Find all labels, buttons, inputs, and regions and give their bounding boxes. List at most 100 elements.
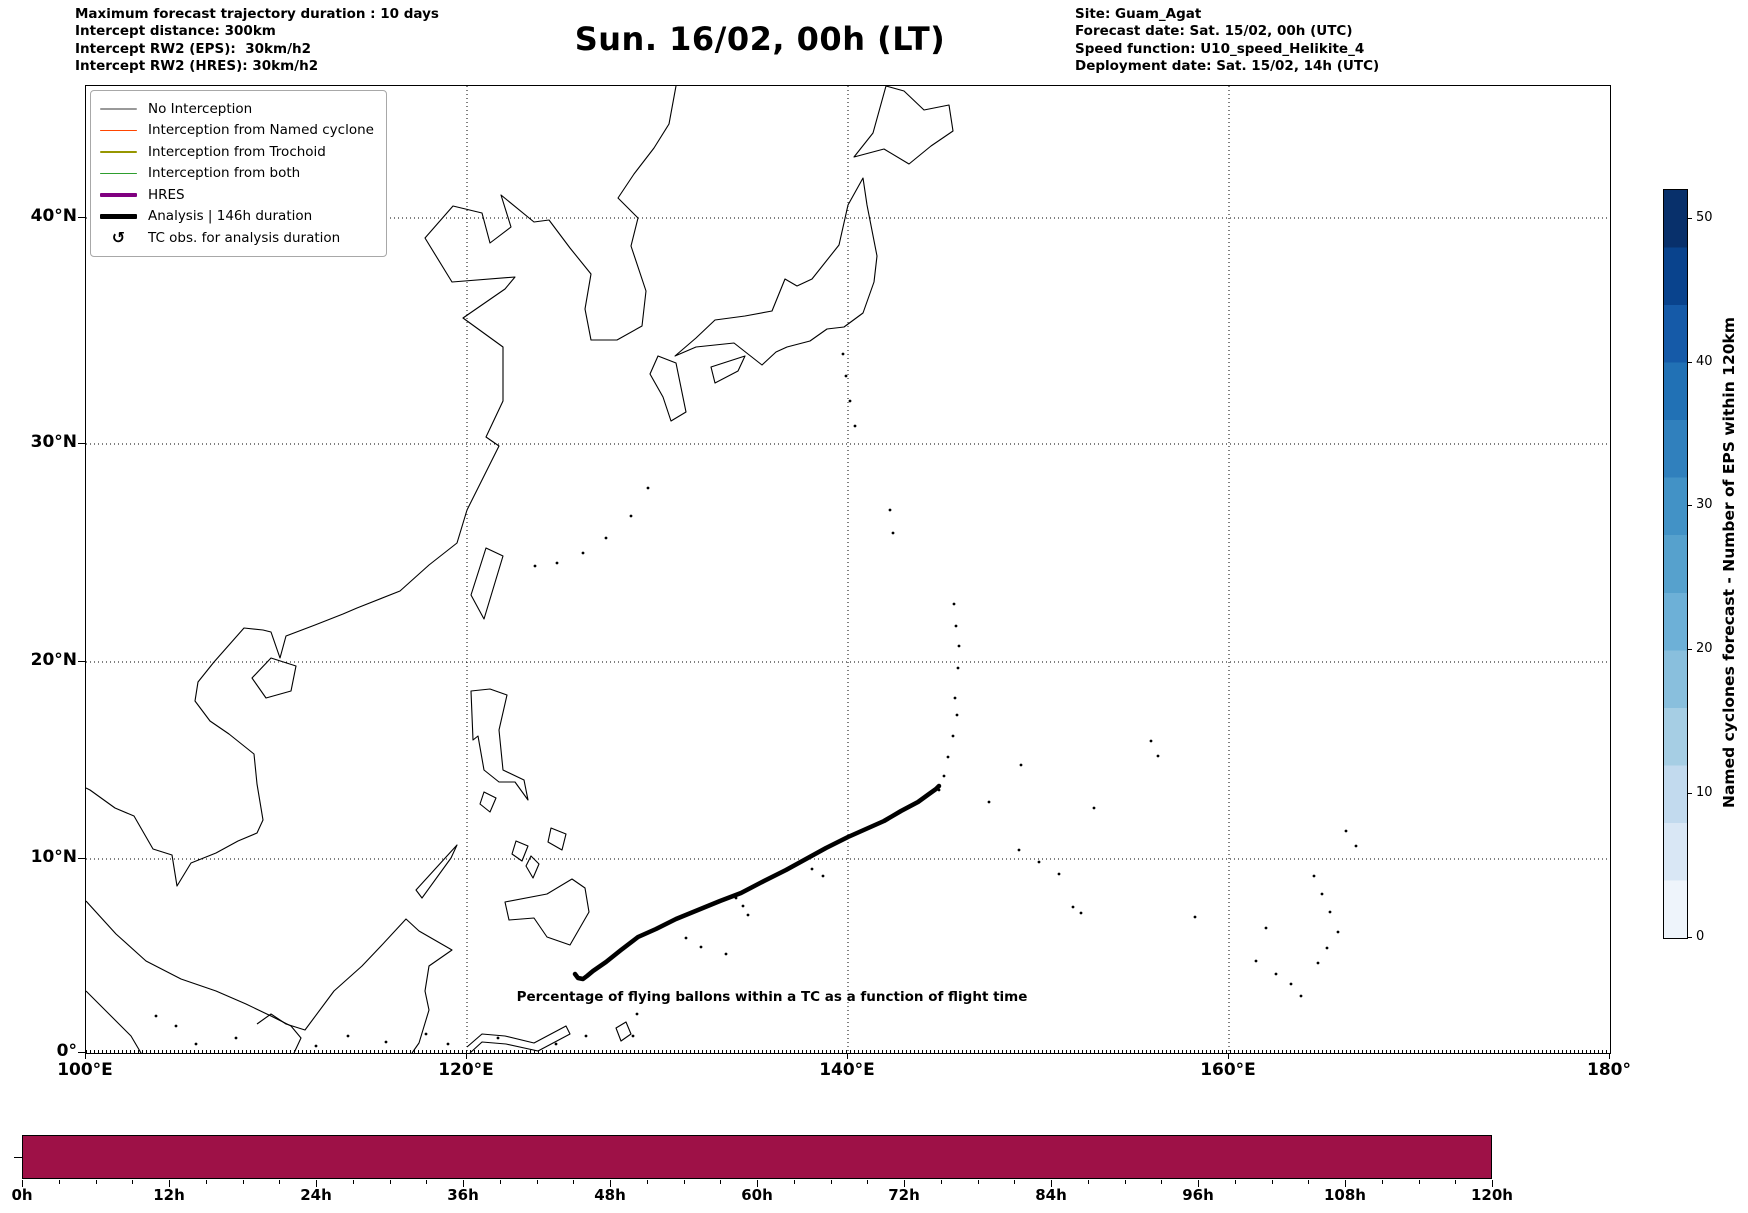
- island-dot: [1354, 844, 1358, 848]
- bottom-chart-tick: [646, 1180, 648, 1184]
- island-dot: [646, 486, 650, 490]
- bottom-chart-tick: [683, 1180, 685, 1184]
- legend-item-6: ↺ TC obs. for analysis duration: [100, 227, 374, 249]
- island-dot: [496, 1036, 500, 1040]
- island-dot: [424, 1032, 428, 1036]
- bottom-chart-tick: [867, 1180, 869, 1184]
- bottom-chart-tick: [1492, 1180, 1493, 1187]
- bottom-chart-tick: [1124, 1180, 1126, 1184]
- colorbar-tick-label: 30: [1696, 497, 1713, 513]
- island-dot: [957, 644, 961, 648]
- island-dot: [446, 1042, 450, 1046]
- bottom-chart-tick: [132, 1180, 134, 1184]
- bottom-chart-tick: [463, 1180, 464, 1187]
- map-legend: No Interception Interception from Named c…: [90, 90, 387, 257]
- island-dot: [384, 1040, 388, 1044]
- header-left-line-1: Intercept distance: 300km: [75, 23, 276, 40]
- legend-line-swatch: [100, 108, 137, 110]
- legend-item-4: HRES: [100, 184, 374, 206]
- bottom-chart-tick: [169, 1180, 170, 1187]
- legend-item-label: Interception from both: [148, 165, 301, 182]
- island-dot: [954, 624, 958, 628]
- bottom-chart-tick: [1455, 1180, 1457, 1184]
- map-ytick-mark: [78, 443, 85, 444]
- bottom-chart-tick: [830, 1180, 832, 1184]
- header-left-line-0: Maximum forecast trajectory duration : 1…: [75, 6, 439, 22]
- legend-line-swatch: [100, 151, 137, 153]
- colorbar-tick: [1687, 649, 1692, 651]
- island-dot: [951, 734, 955, 738]
- bottom-chart-tick: [316, 1180, 317, 1187]
- island-dot: [1079, 911, 1083, 915]
- legend-line-swatch: [100, 192, 137, 197]
- bottom-chart-tick-label: 24h: [300, 1186, 332, 1204]
- bottom-chart-tick: [1198, 1180, 1199, 1187]
- island-dot: [821, 874, 825, 878]
- colorbar-tick: [1687, 217, 1692, 219]
- bottom-chart-tick: [389, 1180, 391, 1184]
- tc-obs-icon: ↺: [111, 227, 126, 247]
- bottom-chart-tick: [1308, 1180, 1310, 1184]
- bottom-chart-tick: [1051, 1180, 1052, 1187]
- island-dot: [554, 1042, 558, 1046]
- island-dot: [154, 1014, 158, 1018]
- island-dot: [953, 696, 957, 700]
- bottom-chart-tick: [1234, 1180, 1236, 1184]
- legend-item-label: Interception from Trochoid: [148, 143, 326, 160]
- map-ytick-mark: [78, 858, 85, 859]
- header-right-line-1: Forecast date: Sat. 15/02, 00h (UTC): [1075, 23, 1353, 40]
- legend-item-5: Analysis | 146h duration: [100, 206, 374, 228]
- map-ytick-label: 0°: [56, 1041, 77, 1061]
- bottom-chart-tick: [1087, 1180, 1089, 1184]
- island-dot: [1336, 930, 1340, 934]
- island-dot: [946, 755, 950, 759]
- island-dot: [194, 1042, 198, 1046]
- bottom-chart-tick: [793, 1180, 795, 1184]
- island-dot: [1156, 754, 1160, 758]
- header-left-line-2: Intercept RW2 (EPS): 30km/h2: [75, 40, 311, 57]
- bottom-chart-tick: [279, 1180, 281, 1184]
- island-dot: [631, 1034, 635, 1038]
- small-islands: [154, 352, 1358, 1048]
- legend-item-0: No Interception: [100, 98, 374, 120]
- island-dot: [844, 374, 848, 378]
- bottom-chart-tick: [720, 1180, 722, 1184]
- island-dot: [1149, 739, 1153, 743]
- bottom-chart-tick: [610, 1180, 611, 1187]
- map-ytick-label: 20°N: [30, 650, 77, 670]
- island-dot: [234, 1036, 238, 1040]
- map-ytick-label: 30°N: [30, 432, 77, 452]
- colorbar-tick-label: 20: [1696, 641, 1713, 657]
- map-ytick-mark: [78, 1052, 85, 1053]
- bottom-chart-tick: [757, 1180, 758, 1187]
- bottom-chart-tick: [573, 1180, 575, 1184]
- bottom-chart-tick-label: 60h: [741, 1186, 773, 1204]
- legend-item-label: TC obs. for analysis duration: [148, 229, 341, 246]
- colorbar-tick: [1687, 505, 1692, 507]
- bottom-chart-tick-label: 0h: [11, 1186, 33, 1204]
- bottom-chart-tick-label: 120h: [1471, 1186, 1513, 1204]
- island-dot: [1344, 829, 1348, 833]
- map-canvas: [86, 86, 1610, 1053]
- island-dot: [956, 666, 960, 670]
- bottom-chart-tick: [1271, 1180, 1273, 1184]
- colorbar-tick-label: 0: [1696, 929, 1705, 944]
- legend-line-swatch: [100, 214, 137, 219]
- map-xtick-label: 120°E: [438, 1060, 494, 1080]
- island-dot: [1320, 892, 1324, 896]
- island-dot: [1254, 959, 1258, 963]
- map-xtick-mark: [466, 1053, 467, 1059]
- legend-line-swatch: [100, 129, 137, 131]
- island-dot: [174, 1024, 178, 1028]
- legend-item-1: Interception from Named cyclone: [100, 120, 374, 142]
- island-dot: [699, 945, 703, 949]
- map-xtick-mark: [85, 1053, 86, 1059]
- colorbar-tick-label: 50: [1696, 209, 1713, 225]
- bottom-axis-minor-ticks: [86, 1050, 1610, 1053]
- bottom-chart-tick: [1381, 1180, 1383, 1184]
- colorbar-tick-label: 40: [1696, 353, 1713, 369]
- island-dot: [1193, 915, 1197, 919]
- island-dot: [952, 602, 956, 606]
- map-ytick-label: 10°N: [30, 847, 77, 867]
- bottom-chart-tick: [977, 1180, 979, 1184]
